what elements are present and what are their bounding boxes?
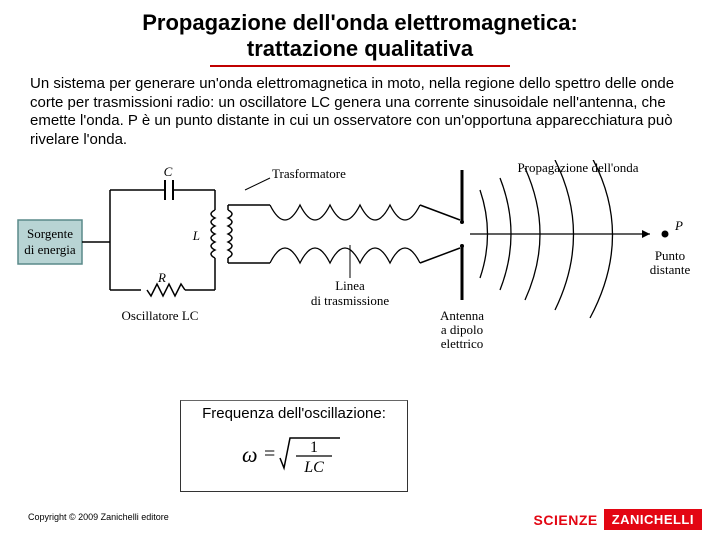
logo-zanichelli: ZANICHELLI — [604, 509, 702, 530]
title-line-1: Propagazione dell'onda elettromagnetica: — [142, 10, 578, 35]
formula-box: Frequenza dell'oscillazione: ω = 1 LC — [180, 400, 408, 492]
label-P: P — [674, 218, 683, 233]
label-antenna-2: a dipolo — [441, 322, 483, 337]
label-oscillatore: Oscillatore LC — [122, 308, 199, 323]
label-antenna-1: Antenna — [440, 308, 484, 323]
formula-equation: ω = 1 LC — [189, 428, 399, 483]
label-punto: Punto — [655, 248, 685, 263]
label-antenna-3: elettrico — [441, 336, 484, 351]
frac-den: LC — [303, 459, 324, 476]
title-line-2: trattazione qualitativa — [247, 36, 473, 61]
label-trasformatore: Trasformatore — [272, 166, 346, 181]
label-sorgente-2: di energia — [24, 242, 76, 257]
label-C: C — [164, 164, 173, 179]
eq-sign: = — [264, 443, 275, 465]
formula-label: Frequenza dell'oscillazione: — [189, 405, 399, 422]
omega-symbol: ω — [242, 442, 258, 467]
label-R: R — [157, 270, 166, 285]
label-linea-2: di trasmissione — [311, 293, 390, 308]
body-paragraph: Un sistema per generare un'onda elettrom… — [0, 75, 720, 150]
page-title: Propagazione dell'onda elettromagnetica:… — [0, 0, 720, 65]
title-underline — [210, 65, 510, 67]
label-propagazione: Propagazione dell'onda — [517, 160, 638, 175]
label-linea-1: Linea — [335, 278, 365, 293]
publisher-logo: SCIENZE ZANICHELLI — [534, 509, 702, 530]
copyright-text: Copyright © 2009 Zanichelli editore — [28, 512, 169, 522]
circuit-diagram: Sorgente di energia C L R Oscillatore LC… — [10, 160, 710, 370]
label-sorgente-1: Sorgente — [27, 226, 73, 241]
label-distante: distante — [650, 262, 691, 277]
frac-num: 1 — [310, 439, 318, 456]
logo-scienze: SCIENZE — [534, 512, 598, 528]
label-L: L — [192, 228, 200, 243]
